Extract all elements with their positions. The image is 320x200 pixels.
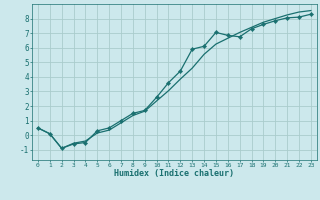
X-axis label: Humidex (Indice chaleur): Humidex (Indice chaleur) — [115, 169, 234, 178]
